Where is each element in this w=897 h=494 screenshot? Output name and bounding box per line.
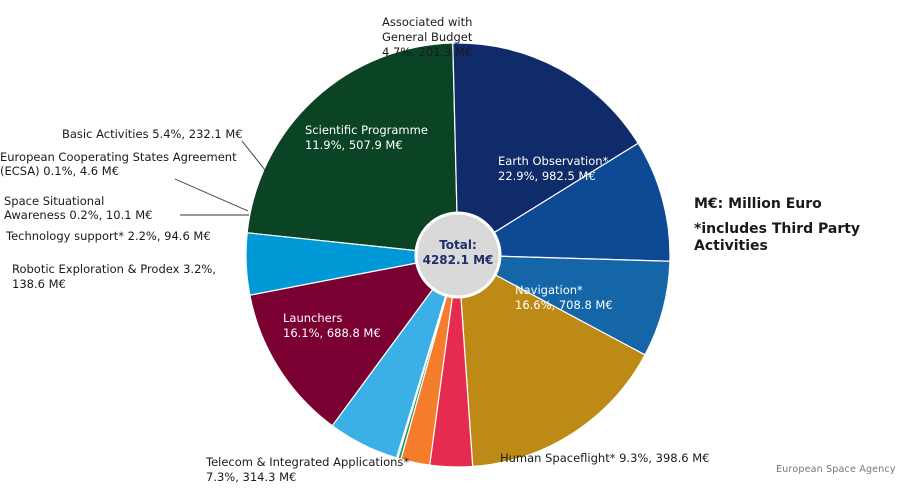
label-telecom-name: Telecom & Integrated Applications*: [205, 455, 409, 469]
label-ecsa-name: European Cooperating States Agreement: [0, 150, 237, 164]
label-human-spaceflight: Human Spaceflight* 9.3%, 398.6 M€: [500, 451, 709, 465]
pie-slice-11: [245, 232, 459, 296]
label-associated-detail: General Budget: [382, 30, 473, 44]
label-robotic-detail: 138.6 M€: [12, 277, 66, 291]
label-navigation-detail: 16.6%, 708.8 M€: [515, 298, 613, 312]
pie-slice-0: [246, 42, 459, 256]
pie-slice-10: [249, 254, 460, 427]
label-associated-name: Associated with: [382, 15, 472, 29]
pie-slice-1: [452, 42, 639, 257]
label-scientific-programme-name: Scientific Programme: [305, 123, 428, 137]
label-ssa-detail: Awareness 0.2%, 10.1 M€: [4, 208, 152, 222]
label-ecsa-detail: (ECSA) 0.1%, 4.6 M€: [0, 164, 119, 178]
third-party-note: *includes Third Party Activities: [694, 221, 861, 254]
total-label: Total:: [439, 238, 477, 252]
label-robotic-name: Robotic Exploration & Prodex 3.2%,: [12, 262, 216, 276]
label-launchers-detail: 16.1%, 688.8 M€: [283, 326, 381, 340]
leader-line-ecsa: [174, 178, 249, 212]
label-ssa-name: Space Situational: [4, 194, 104, 208]
label-launchers-name: Launchers: [283, 311, 342, 325]
total-value: 4282.1 M€: [423, 253, 494, 267]
pie-slice-3: [457, 254, 671, 356]
label-telecom-detail: 7.3%, 314.3 M€: [206, 470, 296, 484]
label-earth-observation-name: Earth Observation*: [498, 154, 609, 168]
pie-slice-4: [457, 253, 646, 468]
source-credit: European Space Agency: [776, 464, 896, 475]
leader-line-basic-activities: [241, 140, 266, 171]
total-circle: [414, 211, 502, 299]
label-navigation-name: Navigation*: [515, 283, 583, 297]
label-earth-observation-detail: 22.9%, 982.5 M€: [498, 169, 596, 183]
unit-note: M€: Million Euro: [694, 196, 822, 212]
label-technology-support: Technology support* 2.2%, 94.6 M€: [5, 229, 211, 243]
label-basic-activities: Basic Activities 5.4%, 232.1 M€: [62, 127, 243, 141]
pie-slice-2: [455, 142, 671, 262]
label-scientific-programme-detail: 11.9%, 507.9 M€: [305, 138, 403, 152]
label-associated-extra: 4.7%, 201.3 M€: [382, 45, 472, 59]
